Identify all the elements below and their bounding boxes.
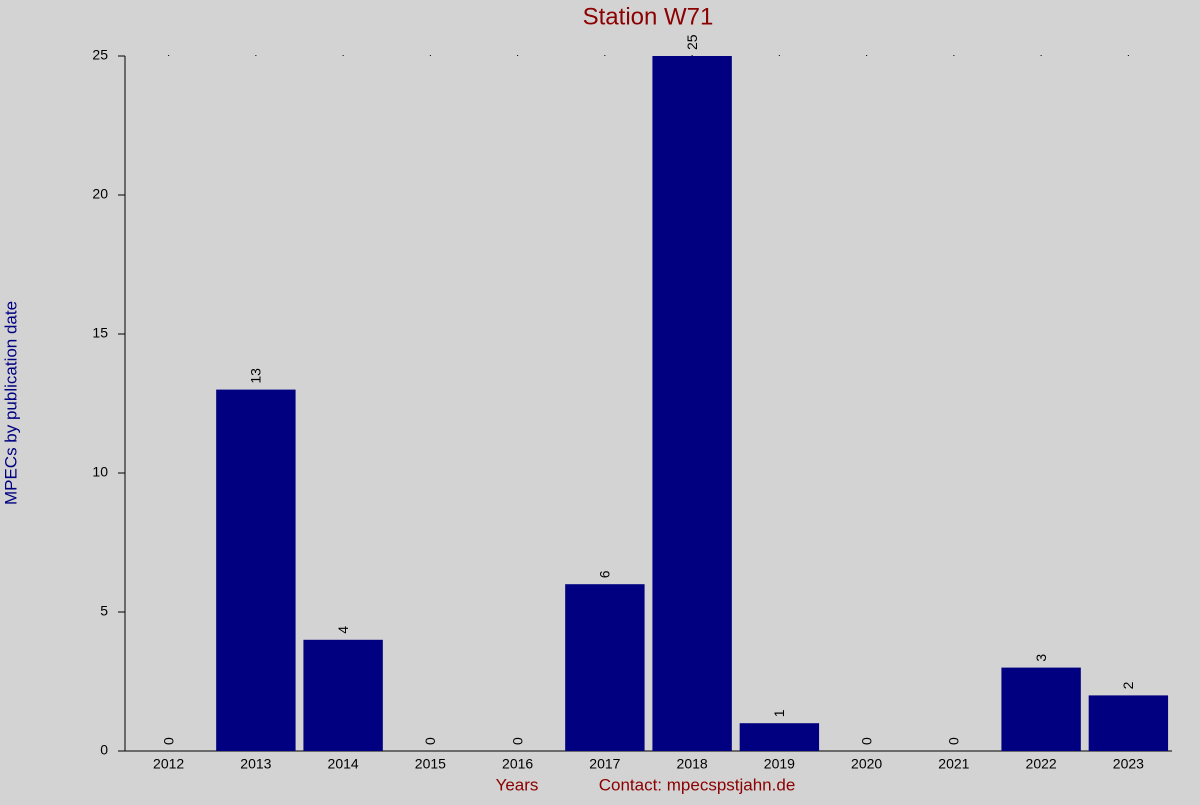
value-label: 13 xyxy=(248,368,264,384)
value-label: 0 xyxy=(422,737,438,745)
y-tick-label: 5 xyxy=(100,603,108,619)
value-label: 2 xyxy=(1120,681,1136,689)
value-label: 0 xyxy=(160,737,176,745)
y-tick-label: 20 xyxy=(92,186,108,202)
value-label: 1 xyxy=(771,709,787,717)
top-tick-dot xyxy=(1040,55,1042,56)
y-tick-label: 25 xyxy=(92,47,108,63)
bar xyxy=(565,584,645,751)
bar xyxy=(1088,695,1169,751)
x-axis-label: Years xyxy=(496,775,539,794)
top-tick-dot xyxy=(517,55,519,56)
x-tick-label: 2022 xyxy=(1026,756,1057,772)
top-tick-dot xyxy=(604,55,606,56)
top-tick-dot xyxy=(953,55,955,56)
bar xyxy=(739,723,820,751)
x-tick-label: 2018 xyxy=(677,756,708,772)
x-tick-label: 2019 xyxy=(764,756,795,772)
value-label: 6 xyxy=(597,570,613,578)
y-tick-label: 15 xyxy=(92,325,108,341)
x-tick-label: 2012 xyxy=(153,756,184,772)
top-tick-dot xyxy=(342,55,344,56)
x-tick-label: 2014 xyxy=(328,756,359,772)
bar xyxy=(303,639,383,751)
y-tick-label: 0 xyxy=(100,742,108,758)
value-label: 0 xyxy=(509,737,525,745)
x-tick-label: 2017 xyxy=(589,756,620,772)
x-tick-label: 2023 xyxy=(1113,756,1144,772)
value-label: 0 xyxy=(946,737,962,745)
chart-title: Station W71 xyxy=(583,3,714,30)
value-label: 4 xyxy=(335,626,351,634)
bar xyxy=(216,389,296,751)
x-tick-label: 2016 xyxy=(502,756,533,772)
top-tick-dot xyxy=(866,55,868,56)
y-axis-label: MPECs by publication date xyxy=(1,301,20,505)
top-tick-dot xyxy=(255,55,257,56)
bar xyxy=(1001,667,1081,751)
top-tick-dot xyxy=(778,55,780,56)
x-tick-label: 2015 xyxy=(415,756,446,772)
top-tick-dot xyxy=(1127,55,1129,56)
bar xyxy=(652,56,732,751)
top-tick-dot xyxy=(168,55,170,56)
value-label: 0 xyxy=(858,737,874,745)
top-tick-dot xyxy=(691,55,693,56)
x-tick-label: 2020 xyxy=(851,756,882,772)
top-tick-dot xyxy=(429,55,431,56)
y-tick-label: 10 xyxy=(92,464,108,480)
value-label: 3 xyxy=(1033,654,1049,662)
value-label: 25 xyxy=(684,34,700,50)
x-tick-label: 2021 xyxy=(938,756,969,772)
x-tick-label: 2013 xyxy=(240,756,271,772)
contact-note: Contact: mpecspstjahn.de xyxy=(599,775,796,794)
